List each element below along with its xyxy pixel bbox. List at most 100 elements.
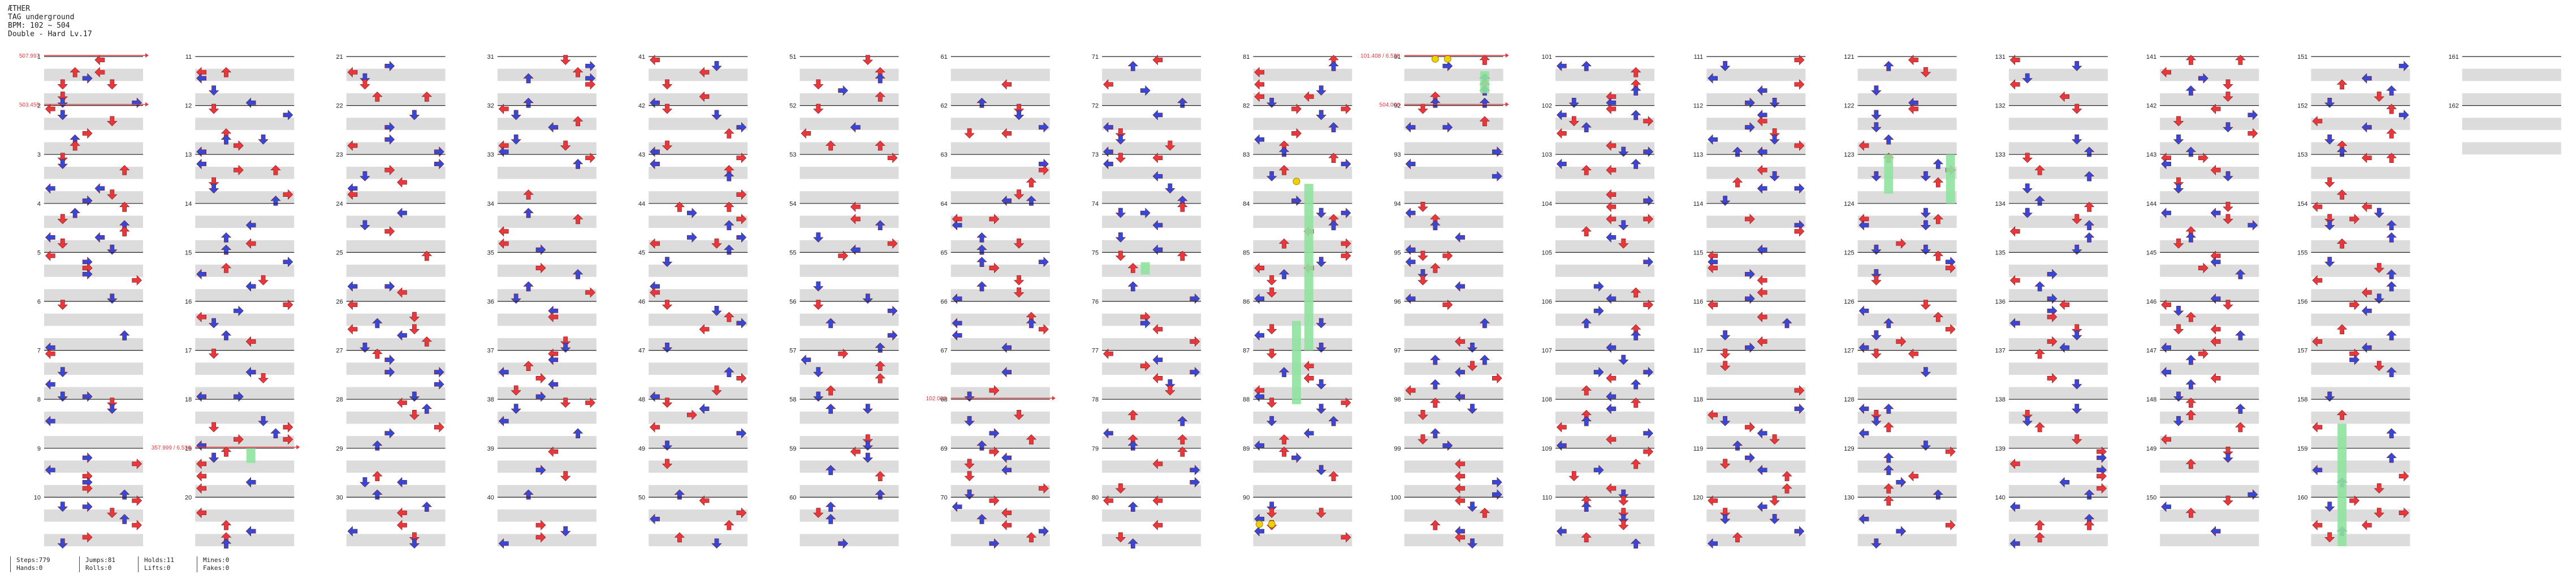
right-arrow-note bbox=[1945, 446, 1956, 457]
measure-number: 73 bbox=[1092, 152, 1099, 158]
beat-band bbox=[649, 191, 748, 204]
left-arrow-note bbox=[1152, 495, 1163, 506]
measure-number: 95 bbox=[1394, 249, 1401, 256]
up-arrow-note bbox=[70, 208, 80, 218]
right-arrow-note bbox=[2097, 483, 2107, 494]
left-arrow-note bbox=[2312, 465, 2323, 476]
left-arrow-note bbox=[347, 67, 358, 77]
beat-band bbox=[1102, 460, 1201, 473]
left-arrow-note bbox=[196, 483, 207, 494]
beat-band bbox=[497, 387, 597, 400]
left-arrow-note bbox=[2361, 152, 2372, 163]
bpm-change-marker bbox=[1505, 53, 1509, 58]
measure-number: 30 bbox=[336, 494, 343, 501]
down-arrow-note bbox=[1618, 238, 1629, 249]
beat-band bbox=[44, 338, 143, 351]
up-arrow-note bbox=[2336, 79, 2348, 90]
right-arrow-note bbox=[82, 73, 93, 84]
beat-band bbox=[1555, 191, 1654, 204]
beat-band bbox=[799, 240, 899, 253]
measure-number: 141 bbox=[2146, 54, 2156, 61]
beat-band bbox=[2462, 93, 2561, 106]
up-arrow-note bbox=[1177, 446, 1188, 457]
measure-number: 77 bbox=[1092, 348, 1099, 355]
beat-band bbox=[1555, 460, 1654, 473]
beat-band bbox=[1706, 362, 1806, 375]
up-arrow-note bbox=[875, 373, 885, 383]
beat-band bbox=[1555, 240, 1654, 253]
left-arrow-note bbox=[2210, 208, 2221, 218]
measure-number: 47 bbox=[638, 348, 645, 355]
down-arrow-note bbox=[2173, 116, 2184, 127]
left-arrow-note bbox=[1152, 373, 1163, 384]
down-arrow-note bbox=[1769, 514, 1780, 524]
measure-number: 151 bbox=[2297, 54, 2307, 61]
beat-band bbox=[649, 362, 748, 375]
measure-number: 158 bbox=[2297, 396, 2307, 403]
up-arrow-note bbox=[1479, 318, 1490, 329]
beat-band bbox=[195, 436, 295, 448]
up-arrow-note bbox=[2235, 330, 2246, 340]
right-arrow-note bbox=[2398, 110, 2409, 120]
down-arrow-note bbox=[1115, 232, 1126, 243]
left-arrow-note bbox=[1455, 459, 1465, 469]
down-arrow-note bbox=[1417, 269, 1428, 279]
up-arrow-note bbox=[1430, 97, 1441, 108]
up-arrow-note bbox=[119, 330, 130, 340]
up-arrow-note bbox=[2034, 348, 2045, 359]
left-arrow-note bbox=[2312, 201, 2323, 213]
beat-band bbox=[1857, 215, 1957, 228]
right-arrow-note bbox=[283, 422, 293, 433]
down-arrow-note bbox=[1165, 140, 1175, 151]
left-arrow-note bbox=[45, 348, 55, 359]
down-arrow-note bbox=[1769, 134, 1780, 145]
up-arrow-note bbox=[1278, 367, 1290, 377]
left-arrow-note bbox=[2161, 501, 2171, 512]
bpm-change-label: 357.999 / 6.536 bbox=[152, 445, 191, 451]
beat-band bbox=[950, 313, 1050, 326]
up-arrow-note bbox=[523, 189, 534, 200]
beat-band bbox=[195, 166, 295, 179]
measure-number: 107 bbox=[1542, 348, 1552, 355]
measure-number: 35 bbox=[487, 249, 494, 256]
beat-band bbox=[1102, 485, 1201, 498]
left-arrow-note bbox=[1757, 336, 1767, 347]
up-arrow-note bbox=[1278, 165, 1290, 175]
beat-band bbox=[1706, 289, 1806, 301]
beat-band bbox=[2008, 460, 2108, 473]
left-arrow-note bbox=[1152, 171, 1163, 182]
bpm-change-marker bbox=[1052, 396, 1056, 401]
measure-number: 55 bbox=[789, 249, 796, 256]
down-arrow-note bbox=[1115, 153, 1126, 163]
up-arrow-note bbox=[1430, 355, 1441, 365]
beat-band bbox=[1253, 460, 1352, 473]
hold-note bbox=[1946, 154, 1955, 204]
right-arrow-note bbox=[1643, 214, 1654, 224]
up-arrow-note bbox=[572, 116, 584, 127]
down-arrow-note bbox=[2223, 446, 2233, 457]
beat-band bbox=[2311, 191, 2410, 204]
beat-band bbox=[649, 485, 748, 498]
left-arrow-note bbox=[2361, 201, 2372, 213]
beat-band bbox=[1253, 362, 1352, 375]
down-arrow-note bbox=[1719, 330, 1731, 341]
up-arrow-note bbox=[1933, 489, 1944, 500]
beat-band bbox=[195, 509, 295, 522]
down-arrow-note bbox=[1769, 434, 1780, 445]
beat-band bbox=[649, 338, 748, 351]
left-arrow-note bbox=[2161, 158, 2171, 170]
right-arrow-note bbox=[1593, 465, 1604, 476]
up-arrow-note bbox=[2235, 269, 2246, 279]
down-arrow-note bbox=[107, 116, 118, 127]
beat-band bbox=[950, 387, 1050, 400]
left-arrow-note bbox=[1606, 232, 1617, 243]
right-arrow-note bbox=[384, 226, 395, 237]
beat-band bbox=[346, 534, 446, 546]
down-arrow-note bbox=[2071, 379, 2082, 390]
right-arrow-note bbox=[82, 532, 93, 543]
measure-number: 78 bbox=[1092, 396, 1099, 403]
beat-band bbox=[2160, 265, 2259, 277]
beat-band bbox=[44, 68, 143, 81]
beat-band bbox=[1404, 240, 1503, 253]
beat-band bbox=[497, 93, 597, 106]
